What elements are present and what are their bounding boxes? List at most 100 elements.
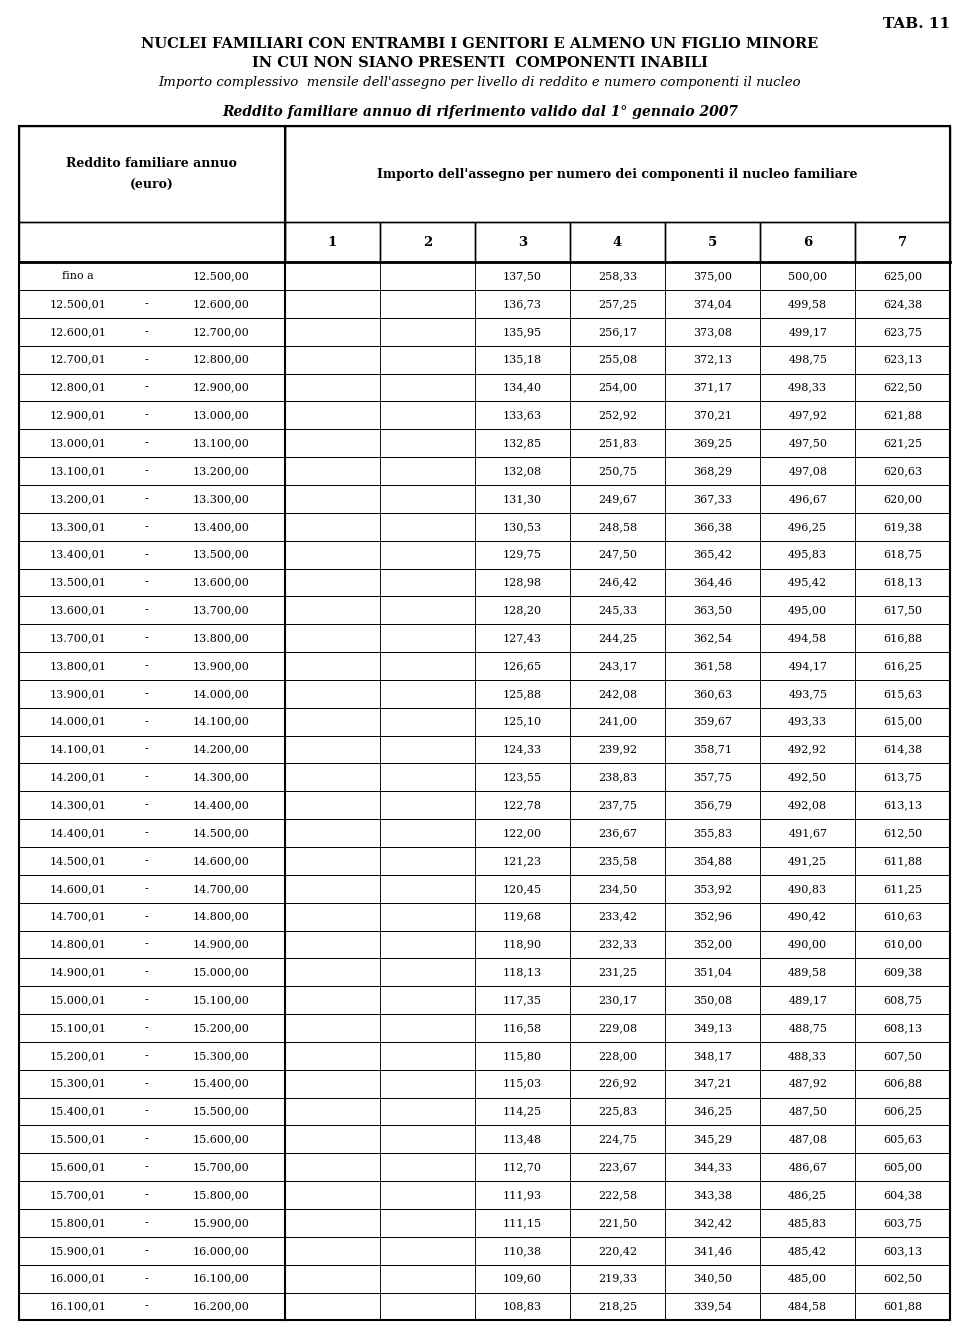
Bar <box>475 430 570 457</box>
Text: 131,30: 131,30 <box>503 494 542 504</box>
Bar <box>760 262 855 290</box>
Bar <box>475 1181 570 1209</box>
Bar <box>855 1098 950 1126</box>
Text: 611,25: 611,25 <box>883 884 923 893</box>
Text: 14.000,01: 14.000,01 <box>49 716 106 727</box>
Bar <box>284 1153 380 1181</box>
Bar <box>760 1236 855 1264</box>
Bar <box>570 1292 665 1320</box>
Text: 623,75: 623,75 <box>883 327 923 337</box>
Text: 603,13: 603,13 <box>883 1246 923 1255</box>
Bar <box>665 791 760 819</box>
Text: 340,50: 340,50 <box>693 1274 732 1283</box>
Text: 616,88: 616,88 <box>883 634 923 643</box>
Bar <box>855 430 950 457</box>
Text: -: - <box>145 299 149 309</box>
Bar <box>760 986 855 1014</box>
Text: 488,33: 488,33 <box>788 1050 828 1061</box>
Text: 14.500,01: 14.500,01 <box>49 856 106 866</box>
Text: 16.100,01: 16.100,01 <box>49 1302 106 1311</box>
Text: 361,58: 361,58 <box>693 662 732 671</box>
Text: 2: 2 <box>422 236 432 249</box>
Bar <box>665 1181 760 1209</box>
Text: -: - <box>145 689 149 699</box>
Text: -: - <box>145 744 149 755</box>
Text: 12.900,01: 12.900,01 <box>49 410 106 421</box>
Bar <box>570 512 665 540</box>
Bar <box>380 1070 475 1098</box>
Text: 14.100,01: 14.100,01 <box>49 744 106 755</box>
Text: 492,50: 492,50 <box>788 772 828 783</box>
Text: 614,38: 614,38 <box>883 744 923 755</box>
Text: 354,88: 354,88 <box>693 856 732 866</box>
Text: 237,75: 237,75 <box>598 800 636 811</box>
Text: 108,83: 108,83 <box>503 1302 542 1311</box>
Text: 353,92: 353,92 <box>693 884 732 893</box>
Text: 14.300,00: 14.300,00 <box>192 772 250 783</box>
Bar <box>284 262 380 290</box>
Text: 487,92: 487,92 <box>788 1078 828 1089</box>
Bar <box>665 1098 760 1126</box>
Text: 12.600,00: 12.600,00 <box>192 299 250 309</box>
Text: 243,17: 243,17 <box>598 662 637 671</box>
Text: 498,33: 498,33 <box>788 382 828 393</box>
Text: 16.000,01: 16.000,01 <box>49 1274 106 1283</box>
Text: 13.800,01: 13.800,01 <box>49 662 106 671</box>
Text: 14.400,00: 14.400,00 <box>192 800 250 811</box>
Bar <box>380 540 475 568</box>
Text: -: - <box>145 856 149 866</box>
Bar <box>19 1264 284 1292</box>
Bar <box>284 126 950 222</box>
Text: 13.100,00: 13.100,00 <box>192 438 250 449</box>
Text: 369,25: 369,25 <box>693 438 732 449</box>
Bar <box>380 1126 475 1153</box>
Bar <box>19 484 284 512</box>
Bar <box>760 624 855 652</box>
Text: 374,04: 374,04 <box>693 299 732 309</box>
Bar <box>284 318 380 346</box>
Bar <box>380 568 475 596</box>
Text: 14.800,00: 14.800,00 <box>192 912 250 921</box>
Text: 113,48: 113,48 <box>503 1134 542 1145</box>
Bar <box>665 222 760 262</box>
Text: 486,67: 486,67 <box>788 1162 828 1173</box>
Bar <box>19 902 284 930</box>
Text: 620,63: 620,63 <box>883 466 923 476</box>
Bar <box>19 290 284 318</box>
Text: 223,67: 223,67 <box>598 1162 637 1173</box>
Text: 618,13: 618,13 <box>883 578 923 587</box>
Bar <box>380 430 475 457</box>
Bar <box>19 430 284 457</box>
Text: 249,67: 249,67 <box>598 494 637 504</box>
Text: 499,17: 499,17 <box>788 327 828 337</box>
Bar <box>284 1181 380 1209</box>
Bar <box>855 958 950 986</box>
Bar <box>665 902 760 930</box>
Bar <box>570 1181 665 1209</box>
Text: 14.600,00: 14.600,00 <box>192 856 250 866</box>
Bar <box>19 680 284 708</box>
Text: 6: 6 <box>804 236 812 249</box>
Text: 225,83: 225,83 <box>598 1106 637 1117</box>
Bar <box>760 374 855 402</box>
Bar <box>380 1153 475 1181</box>
Bar <box>284 1236 380 1264</box>
Text: 352,96: 352,96 <box>693 912 732 921</box>
Text: 500,00: 500,00 <box>788 272 828 281</box>
Bar <box>665 318 760 346</box>
Bar <box>475 986 570 1014</box>
Bar <box>284 346 380 374</box>
Text: -: - <box>145 996 149 1005</box>
Text: 12.500,01: 12.500,01 <box>49 299 106 309</box>
Bar <box>665 568 760 596</box>
Text: 258,33: 258,33 <box>598 272 637 281</box>
Bar <box>570 457 665 484</box>
Bar <box>19 1153 284 1181</box>
Text: 231,25: 231,25 <box>598 968 637 977</box>
Bar <box>380 874 475 902</box>
Text: 13.700,00: 13.700,00 <box>193 606 250 615</box>
Bar <box>380 1264 475 1292</box>
Text: 348,17: 348,17 <box>693 1050 732 1061</box>
Text: 13.700,01: 13.700,01 <box>49 634 106 643</box>
Bar <box>570 819 665 847</box>
